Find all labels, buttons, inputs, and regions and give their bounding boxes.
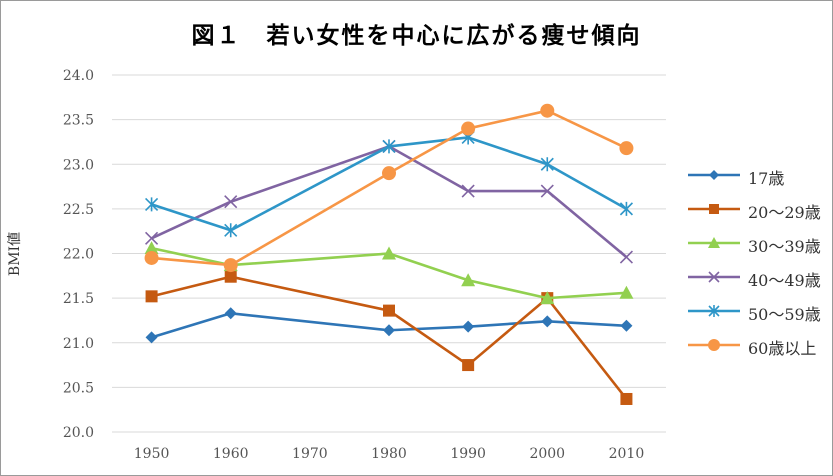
data-point (224, 223, 238, 238)
legend-swatch (688, 305, 740, 317)
chart-title: 図１ 若い女性を中心に広がる痩せ傾向 (191, 22, 642, 49)
legend-item: 17歳 (684, 162, 829, 196)
data-point (145, 290, 158, 303)
data-point (382, 139, 396, 154)
series-5 (145, 130, 633, 238)
data-point (708, 305, 720, 317)
x-tick-label: 1950 (134, 446, 170, 462)
data-point (224, 270, 237, 283)
data-point (709, 204, 719, 214)
series-line (151, 311, 627, 339)
legend-label: 17歳 (748, 169, 785, 188)
series-2 (145, 270, 633, 405)
x-tick-label: 2010 (609, 446, 645, 462)
data-point (461, 121, 476, 136)
data-point (224, 195, 238, 209)
data-point (383, 304, 395, 317)
y-tick-label: 23.0 (63, 157, 94, 173)
data-point (461, 273, 476, 287)
y-tick-label: 21.5 (63, 291, 94, 307)
data-point (620, 319, 633, 332)
data-point (383, 324, 395, 337)
legend-label: 40～49歳 (748, 271, 821, 290)
series-6 (144, 103, 634, 273)
data-point (382, 166, 396, 181)
legend-label: 30～39歳 (748, 237, 821, 256)
legend-item: 40～49歳 (684, 264, 829, 298)
legend-label: 20～29歳 (748, 203, 821, 222)
data-point (708, 237, 720, 248)
data-point (145, 331, 158, 344)
data-point (540, 157, 554, 172)
data-point (709, 170, 719, 180)
chart-legend: 17歳 20～29歳 30～39歳 40～49歳 50～59歳 60歳以上 (684, 162, 829, 366)
x-tick-label: 1990 (450, 446, 486, 462)
x-tick-label: 2000 (529, 446, 565, 462)
legend-swatch (688, 237, 740, 248)
series-4 (145, 139, 633, 264)
data-point (145, 231, 159, 245)
x-tick-label: 1980 (371, 446, 407, 462)
x-tick-label: 1970 (292, 446, 328, 462)
y-tick-label: 21.0 (63, 336, 94, 352)
data-point (144, 241, 159, 255)
data-point (224, 307, 237, 320)
y-tick-label: 23.5 (63, 113, 94, 129)
data-point (540, 103, 555, 118)
data-point (619, 250, 633, 264)
legend-item: 60歳以上 (684, 332, 829, 366)
data-point (708, 339, 720, 351)
data-point (144, 250, 159, 265)
data-point (619, 141, 634, 156)
series-3 (144, 241, 634, 305)
legend-swatch (688, 271, 740, 283)
series-1 (145, 307, 633, 344)
y-tick-label: 20.0 (63, 425, 94, 441)
legend-item: 30～39歳 (684, 230, 829, 264)
series-line (151, 145, 628, 259)
series-line (151, 109, 627, 267)
series-line (151, 275, 628, 400)
y-tick-label: 22.5 (63, 202, 94, 218)
data-point (619, 201, 633, 216)
legend-swatch (688, 339, 740, 351)
data-point (145, 197, 159, 212)
y-tick-label: 20.5 (63, 380, 94, 396)
data-point (619, 285, 634, 299)
data-point (541, 315, 554, 328)
data-point (708, 271, 720, 283)
series-line (151, 136, 628, 232)
x-tick-label: 1960 (213, 446, 249, 462)
data-point (462, 320, 475, 333)
legend-item: 20～29歳 (684, 196, 829, 230)
data-point (382, 246, 396, 260)
data-point (620, 392, 633, 405)
y-tick-label: 22.0 (63, 247, 94, 263)
legend-label: 50～59歳 (748, 305, 821, 324)
legend-item: 50～59歳 (684, 298, 829, 332)
legend-swatch (688, 170, 740, 180)
y-tick-label: 24.0 (63, 68, 94, 84)
data-point (540, 184, 554, 198)
series-line (151, 246, 627, 300)
data-point (223, 258, 238, 273)
legend-swatch (688, 204, 740, 214)
data-point (461, 184, 475, 198)
legend-label: 60歳以上 (748, 339, 817, 358)
data-point (540, 291, 555, 305)
data-point (462, 359, 475, 372)
